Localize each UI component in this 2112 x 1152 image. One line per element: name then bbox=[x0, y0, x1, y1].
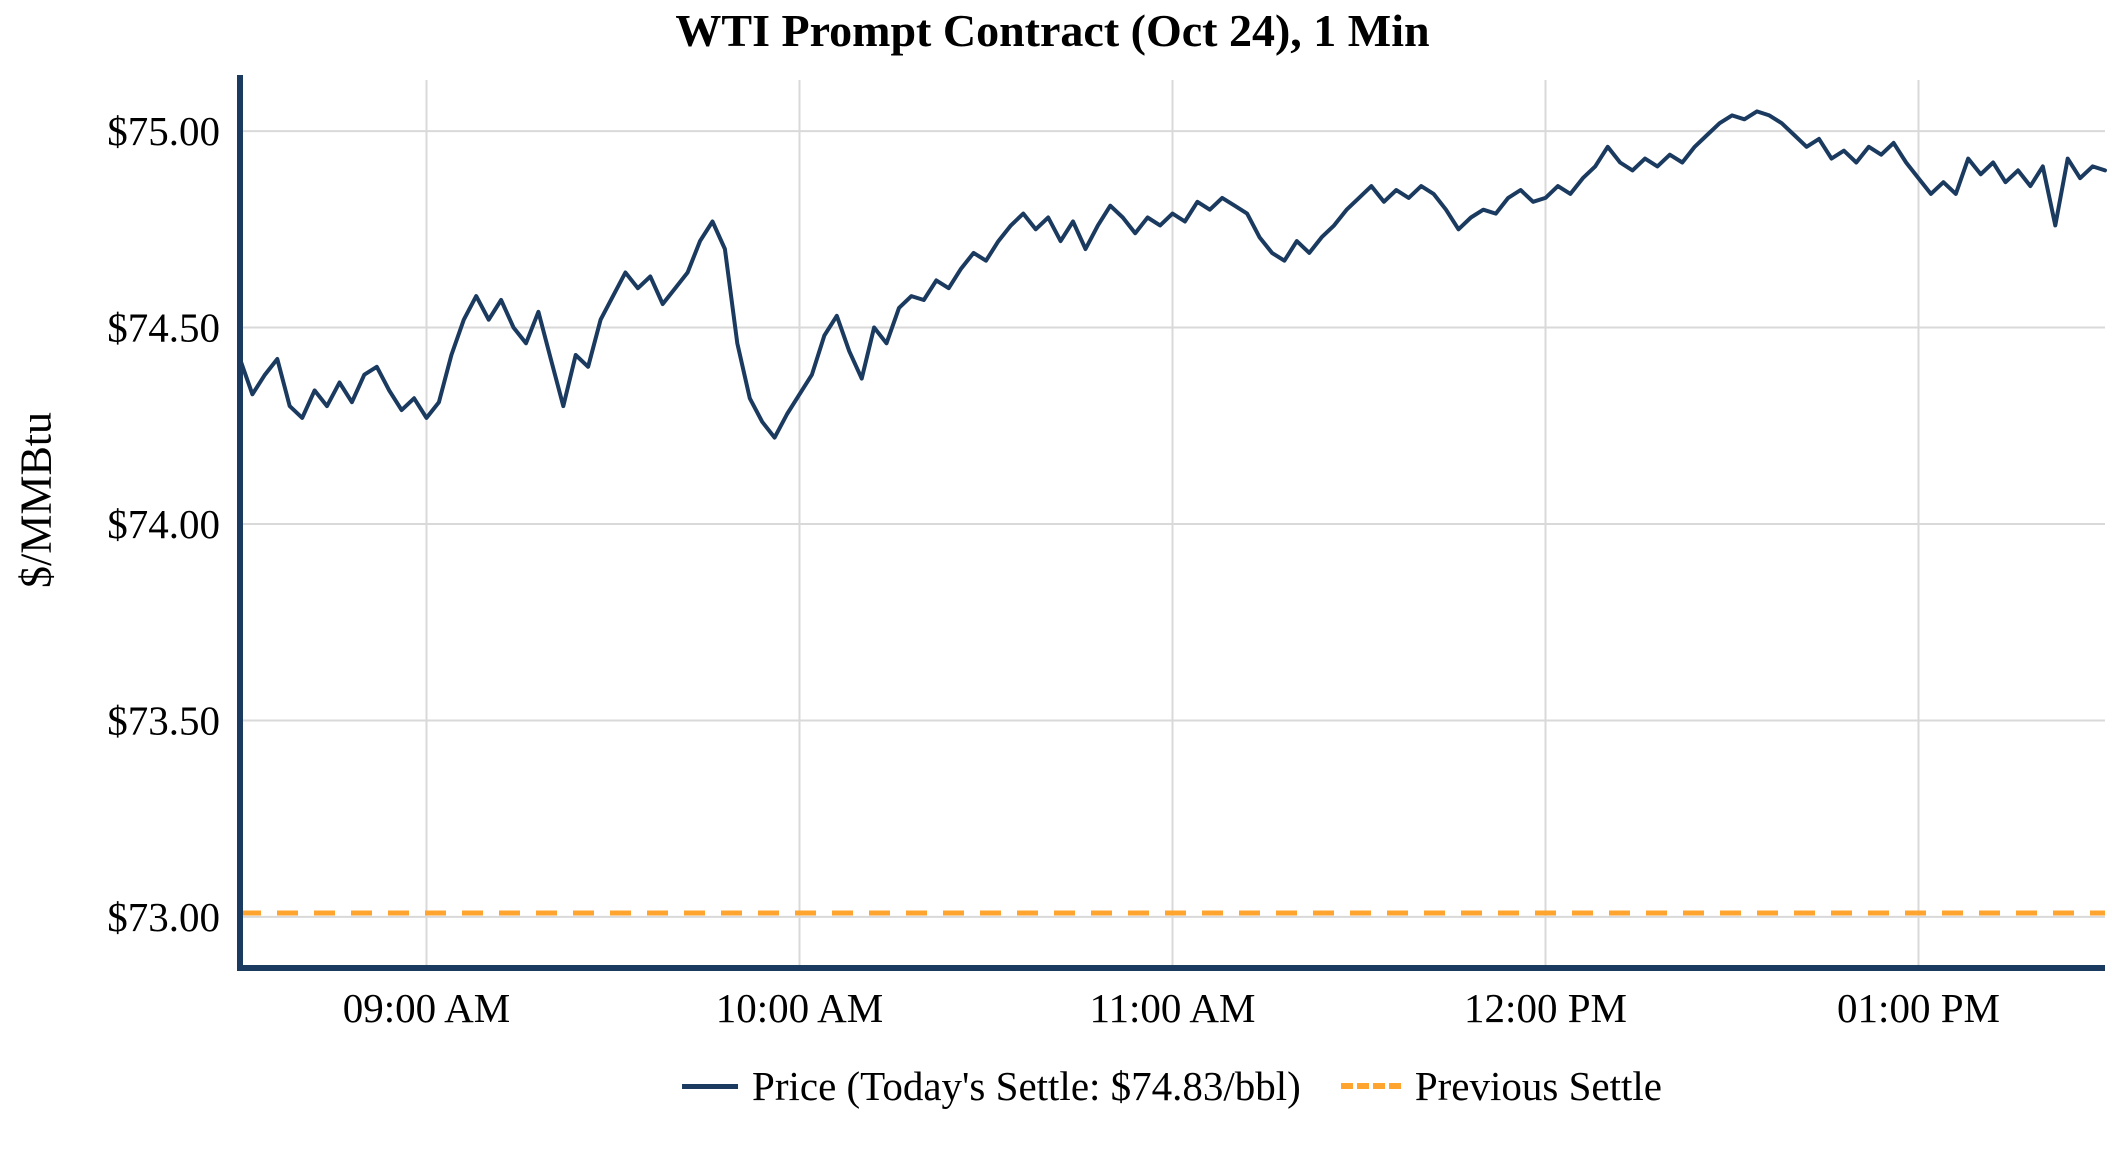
legend-item-previous-settle: Previous Settle bbox=[1340, 1062, 1662, 1110]
legend-price-label: Price (Today's Settle: $74.83/bbl) bbox=[752, 1063, 1301, 1109]
price-line-sample-icon bbox=[682, 1083, 739, 1089]
legend: Price (Today's Settle: $74.83/bbl) Previ… bbox=[682, 1062, 1662, 1110]
y-tick-label: $74.50 bbox=[107, 305, 220, 351]
legend-previous-settle-label: Previous Settle bbox=[1414, 1063, 1662, 1109]
y-tick-label: $73.50 bbox=[107, 697, 220, 743]
x-tick-label: 09:00 AM bbox=[343, 985, 510, 1031]
x-tick-label: 11:00 AM bbox=[1090, 985, 1256, 1031]
y-tick-label: $74.00 bbox=[107, 501, 220, 547]
x-tick-label: 10:00 AM bbox=[716, 985, 883, 1031]
previous-settle-line-sample-icon bbox=[1340, 1083, 1401, 1089]
price-line bbox=[238, 109, 2107, 440]
chart-title: WTI Prompt Contract (Oct 24), 1 Min bbox=[675, 5, 1430, 56]
x-tick-label: 01:00 PM bbox=[1837, 985, 2000, 1031]
y-tick-label: $73.00 bbox=[107, 894, 220, 940]
x-tick-label: 12:00 PM bbox=[1464, 985, 1627, 1031]
y-tick-label: $75.00 bbox=[107, 108, 220, 154]
legend-item-price: Price (Today's Settle: $74.83/bbl) bbox=[682, 1062, 1301, 1110]
